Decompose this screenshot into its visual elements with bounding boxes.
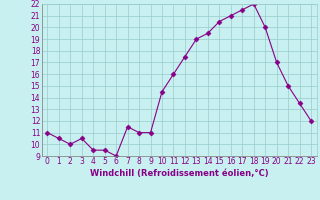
- X-axis label: Windchill (Refroidissement éolien,°C): Windchill (Refroidissement éolien,°C): [90, 169, 268, 178]
